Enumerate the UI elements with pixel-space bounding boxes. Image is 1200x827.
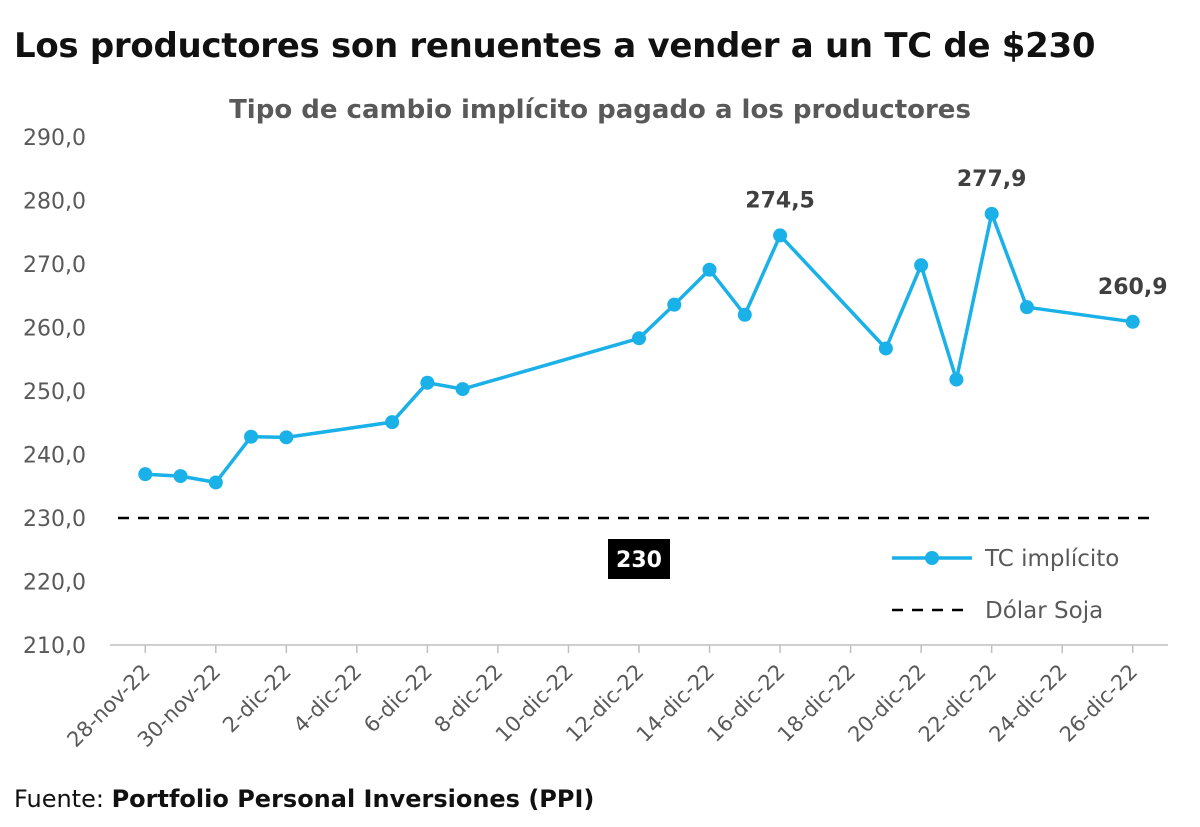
reference-label: 230	[616, 548, 662, 573]
tc-implicito-point	[878, 341, 893, 356]
tc-implicito-point	[632, 331, 646, 346]
chart-title: Tipo de cambio implícito pagado a los pr…	[229, 95, 971, 125]
headline: Los productores son renuentes a vender a…	[14, 26, 1096, 66]
y-tick-label: 280,0	[23, 190, 86, 215]
tc-implicito-point	[138, 467, 153, 482]
y-tick-label: 240,0	[23, 444, 86, 469]
legend-marker-tc-implicito	[925, 551, 939, 565]
y-tick-label: 260,0	[23, 317, 86, 342]
tc-implicito-point	[914, 258, 929, 273]
tc-implicito-point	[173, 469, 188, 484]
series-group	[138, 206, 1140, 490]
tc-implicito-point	[984, 206, 999, 221]
reference-label-box	[608, 539, 670, 579]
x-tick-label: 26-dic-22	[1055, 660, 1142, 747]
legend-label-tc-implicito: TC implícito	[984, 546, 1119, 572]
legend-label-dolar-soja: Dólar Soja	[985, 598, 1103, 624]
source-prefix: Fuente:	[14, 785, 104, 813]
tc-implicito-point	[773, 228, 788, 243]
tc-implicito-line	[145, 212, 1133, 485]
tc-implicito-point	[1019, 300, 1034, 315]
x-axis-ticks: 28-nov-2230-nov-222-dic-224-dic-226-dic-…	[62, 645, 1142, 752]
data-labels: 274,5 277,9 260,9	[745, 167, 1167, 300]
y-tick-label: 210,0	[23, 634, 86, 659]
tc-implicito-point	[737, 307, 752, 322]
y-tick-label: 220,0	[23, 571, 86, 596]
data-label: 274,5	[745, 188, 815, 213]
tc-implicito-point	[208, 475, 223, 490]
data-label: 277,9	[957, 167, 1027, 192]
tc-implicito-point	[667, 297, 682, 312]
tc-implicito-point	[1125, 314, 1140, 329]
legend: TC implícito Dólar Soja	[892, 546, 1119, 624]
y-tick-label: 270,0	[23, 253, 86, 278]
x-tick-label: 4-dic-22	[289, 660, 367, 738]
tc-implicito-point	[385, 415, 400, 430]
x-tick-label: 2-dic-22	[218, 660, 296, 738]
y-tick-label: 250,0	[23, 380, 86, 405]
y-tick-label: 290,0	[23, 126, 86, 151]
tc-implicito-point	[455, 382, 470, 397]
tc-implicito-point	[702, 262, 717, 277]
y-axis-ticks: 210,0 220,0 230,0 240,0 250,0 260,0 270,0 280,0…	[23, 126, 86, 659]
data-label: 260,9	[1098, 275, 1168, 300]
source-name: Portfolio Personal Inversiones (PPI)	[111, 785, 595, 813]
reference-line-group: 230	[118, 516, 1155, 579]
y-tick-label: 230,0	[23, 507, 86, 532]
tc-implicito-point	[279, 430, 294, 445]
source-note: Fuente: Portfolio Personal Inversiones (…	[14, 785, 594, 813]
tc-implicito-point	[244, 429, 259, 444]
x-tick-label: 6-dic-22	[359, 660, 437, 738]
tc-implicito-point	[949, 372, 964, 387]
tc-implicito-point	[420, 375, 435, 390]
